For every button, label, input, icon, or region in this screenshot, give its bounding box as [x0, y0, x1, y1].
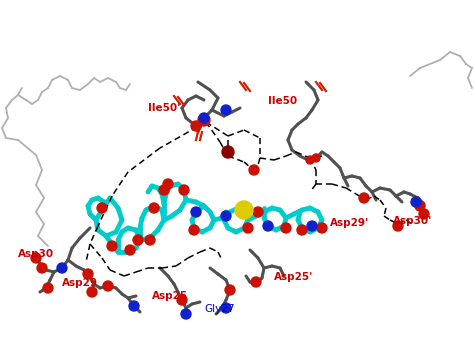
- Text: Asp25': Asp25': [274, 272, 313, 282]
- Circle shape: [177, 295, 187, 305]
- Circle shape: [221, 211, 231, 221]
- Circle shape: [149, 203, 159, 213]
- Circle shape: [191, 121, 201, 131]
- Circle shape: [221, 105, 231, 115]
- Circle shape: [393, 221, 403, 231]
- Circle shape: [297, 225, 307, 235]
- Circle shape: [221, 303, 231, 313]
- Circle shape: [415, 201, 425, 211]
- Circle shape: [222, 146, 234, 158]
- Text: Gly27: Gly27: [204, 304, 235, 314]
- Circle shape: [179, 185, 189, 195]
- Circle shape: [181, 309, 191, 319]
- Circle shape: [243, 223, 253, 233]
- Circle shape: [133, 235, 143, 245]
- Text: Ile50': Ile50': [148, 103, 181, 113]
- Text: Asp29': Asp29': [330, 218, 369, 228]
- Circle shape: [249, 165, 259, 175]
- Circle shape: [419, 209, 429, 219]
- Circle shape: [125, 245, 135, 255]
- Circle shape: [312, 154, 320, 162]
- Circle shape: [263, 221, 273, 231]
- Circle shape: [159, 185, 169, 195]
- Circle shape: [307, 221, 317, 231]
- Circle shape: [235, 201, 253, 219]
- Circle shape: [37, 263, 47, 273]
- Circle shape: [163, 179, 173, 189]
- Text: Asp29: Asp29: [62, 278, 98, 288]
- Text: Asp30': Asp30': [393, 216, 432, 226]
- Circle shape: [306, 156, 314, 164]
- Circle shape: [281, 223, 291, 233]
- Circle shape: [251, 277, 261, 287]
- Circle shape: [411, 197, 421, 207]
- Circle shape: [107, 241, 117, 251]
- Circle shape: [253, 207, 263, 217]
- Circle shape: [225, 285, 235, 295]
- Circle shape: [189, 225, 199, 235]
- Text: Ile50: Ile50: [268, 96, 297, 106]
- Circle shape: [317, 223, 327, 233]
- Text: Asp30: Asp30: [18, 249, 54, 259]
- Circle shape: [129, 301, 139, 311]
- Circle shape: [103, 281, 113, 291]
- Circle shape: [199, 113, 209, 123]
- Circle shape: [87, 287, 97, 297]
- Circle shape: [31, 253, 41, 263]
- Text: Asp25: Asp25: [152, 291, 188, 301]
- Circle shape: [145, 235, 155, 245]
- Circle shape: [83, 269, 93, 279]
- Circle shape: [359, 193, 369, 203]
- Circle shape: [198, 114, 210, 126]
- Circle shape: [191, 207, 201, 217]
- Circle shape: [57, 263, 67, 273]
- Circle shape: [97, 203, 107, 213]
- Circle shape: [43, 283, 53, 293]
